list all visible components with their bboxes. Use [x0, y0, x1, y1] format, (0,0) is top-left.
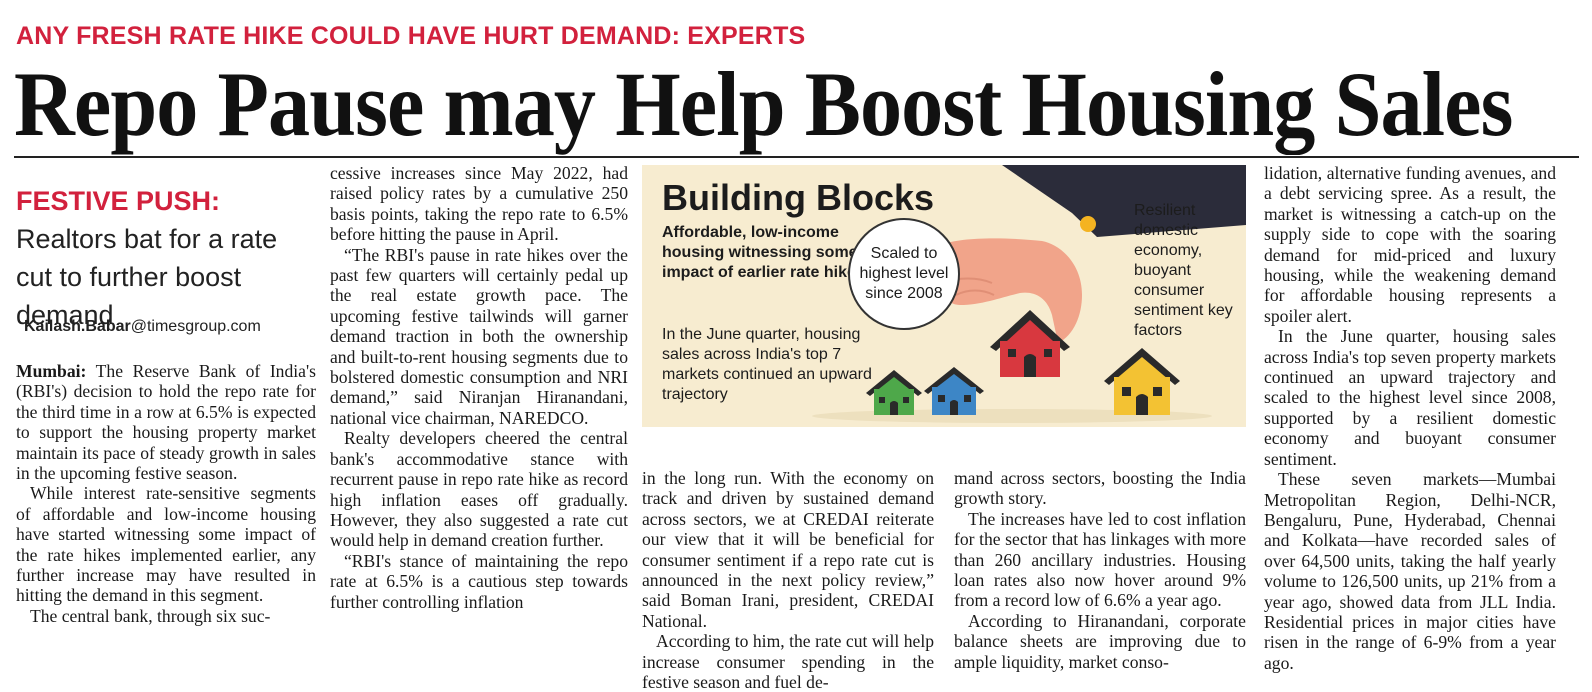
kicker: ANY FRESH RATE HIKE COULD HAVE HURT DEMA…: [16, 22, 806, 50]
house-yellow-icon: [1104, 348, 1180, 415]
column-3: in the long run. With the economy on tra…: [642, 468, 934, 692]
column-1: Mumbai: The Reserve Bank of India's (RBI…: [16, 361, 316, 626]
building-blocks-graphic: Building Blocks Affordable, low-income h…: [642, 165, 1246, 427]
graphic-subtitle: Affordable, low-income housing witnessin…: [662, 224, 865, 281]
col5-p3: These seven markets—Mumbai Metropolitan …: [1264, 469, 1556, 673]
headline: Repo Pause may Help Boost Housing Sales: [14, 53, 1513, 155]
col2-p4: “RBI's stance of maintaining the repo ra…: [330, 550, 628, 612]
byline: Kailash.Babar@timesgroup.com: [24, 318, 261, 336]
graphic-illustration: [812, 165, 1246, 423]
col3-p2: According to him, the rate cut will help…: [642, 631, 934, 692]
column-5: lidation, alternative funding avenues, a…: [1264, 163, 1556, 673]
house-blue-icon: [924, 367, 984, 415]
col2-p1: cessive increases since May 2022, had ra…: [330, 163, 628, 245]
col5-p2: In the June quarter, housing sales acros…: [1264, 326, 1556, 469]
house-red-icon: [990, 310, 1070, 377]
byline-handle: @timesgroup.com: [130, 318, 261, 335]
col5-p1: lidation, alternative funding avenues, a…: [1264, 163, 1556, 326]
column-4: mand across sectors, boosting the India …: [954, 468, 1246, 672]
graphic-title: Building Blocks: [662, 177, 935, 218]
col2-p3: Realty developers cheered the central ba…: [330, 428, 628, 551]
col1-paragraph: Mumbai: The Reserve Bank of India's (RBI…: [16, 361, 316, 483]
deck-text: Realtors bat for a rate cut to further b…: [16, 224, 278, 330]
col4-p3: According to Hiranandani, corporate bala…: [954, 610, 1246, 672]
deck-label: FESTIVE PUSH:: [16, 186, 221, 216]
col2-p2: “The RBI's pause in rate hikes over the …: [330, 244, 628, 428]
deck: FESTIVE PUSH: Realtors bat for a rate cu…: [16, 182, 316, 334]
col3-p1: in the long run. With the economy on tra…: [642, 468, 934, 631]
headline-rule: [14, 156, 1579, 158]
hand-icon: [934, 165, 1246, 343]
graphic-note: In the June quarter, housing sales acros…: [662, 326, 872, 403]
col1-p3: The central bank, through six suc-: [30, 605, 271, 626]
col1-p2: While interest rate-sensitive segments o…: [16, 483, 316, 606]
dateline: Mumbai:: [16, 361, 87, 381]
graphic-right-callout: Resilient domestic economy, buoyant cons…: [1134, 202, 1233, 339]
byline-name: Kailash.Babar: [24, 318, 131, 335]
col4-p1: mand across sectors, boosting the India …: [954, 468, 1246, 509]
col1-p1: The Reserve Bank of India's (RBI's) deci…: [16, 361, 316, 484]
graphic-circle-callout: Scaled to highest level since 2008: [848, 218, 960, 330]
house-green-icon: [866, 370, 922, 415]
column-2: cessive increases since May 2022, had ra…: [330, 163, 628, 612]
col4-p2: The increases have led to cost inflation…: [954, 508, 1246, 611]
